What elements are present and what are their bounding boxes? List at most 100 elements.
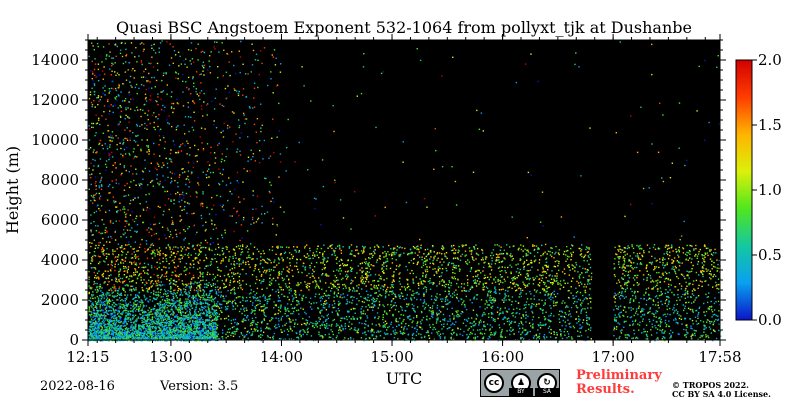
data-point [293,297,295,299]
data-point [540,279,543,282]
data-point [379,255,381,257]
data-point [162,310,164,312]
data-point [120,316,122,318]
data-point [697,315,699,317]
data-point [553,331,555,333]
data-point [253,320,255,322]
data-point [553,333,555,335]
data-point [221,247,223,250]
data-point [577,282,580,284]
data-point [360,250,363,252]
data-point [582,300,584,302]
data-point [528,263,530,265]
data-point [378,257,381,259]
data-point [227,315,230,317]
data-point [654,296,657,298]
data-point [709,270,711,272]
data-point [284,338,287,340]
data-point [220,296,222,298]
data-point [305,296,307,299]
data-point [146,272,148,274]
data-point [333,306,336,309]
data-point [399,264,401,266]
data-point [516,289,518,291]
data-point [119,269,122,271]
data-point [137,250,140,252]
data-point [172,293,174,295]
data-point [384,320,387,322]
data-point [705,327,707,329]
data-point [350,308,352,311]
data-point [342,287,345,290]
data-point [655,320,658,323]
data-point [234,333,236,335]
data-point [188,252,190,255]
data-point [247,319,250,321]
data-point [287,310,290,312]
data-point [528,322,531,324]
data-point [274,266,276,268]
data-point [621,278,624,280]
data-point [550,312,552,315]
data-point [193,289,196,291]
data-point [586,298,588,300]
data-point [361,322,363,325]
data-point [346,302,348,305]
data-point [526,249,528,252]
data-point [108,298,111,301]
data-point [245,246,247,249]
data-point [487,276,489,279]
data-point [374,252,376,255]
data-point [132,317,134,319]
data-point [121,245,123,247]
data-point [238,260,240,262]
data-point [451,333,453,336]
data-point [659,261,661,263]
data-point [362,270,365,272]
data-point [678,251,681,253]
data-point [627,274,629,277]
data-point [114,262,117,265]
data-point [704,256,706,258]
data-point [117,290,119,292]
data-point [470,251,473,253]
data-point [550,294,552,296]
data-point [675,251,678,253]
data-point [399,295,402,297]
data-point [525,321,527,323]
data-point [346,299,348,301]
data-point [222,295,224,297]
data-point [241,312,243,315]
data-point [99,307,101,309]
data-point [222,338,224,340]
data-point [485,329,487,331]
data-point [144,272,146,274]
data-point [178,258,180,260]
data-point [237,323,240,325]
data-point [251,324,253,326]
data-point [582,319,585,321]
data-point [287,333,289,336]
data-point [394,333,396,335]
data-point [624,250,626,253]
data-point [519,268,521,271]
data-point [423,308,426,310]
data-point [190,285,192,287]
data-point [555,251,557,254]
data-point [420,322,422,325]
data-point [129,281,131,283]
data-point [219,287,221,290]
data-point [447,283,450,286]
data-point [135,282,138,284]
data-point [667,278,669,281]
data-point [501,253,503,255]
data-point [146,318,148,320]
data-point [135,304,137,306]
data-point [294,291,297,294]
data-point [244,314,246,316]
data-point [568,289,570,292]
data-point [254,268,256,270]
data-point [425,259,427,262]
data-point [640,310,642,313]
data-point [275,305,277,307]
